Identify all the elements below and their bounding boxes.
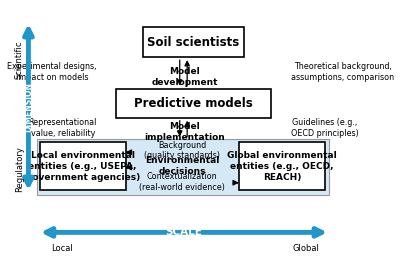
Text: Guidelines (e.g.,
OECD principles): Guidelines (e.g., OECD principles) — [291, 118, 359, 138]
FancyBboxPatch shape — [116, 89, 271, 118]
Text: Model
development: Model development — [152, 67, 218, 87]
Text: Contextualization
(real-world evidence): Contextualization (real-world evidence) — [139, 173, 225, 192]
Text: DIMENSION: DIMENSION — [24, 82, 33, 132]
Text: Model
implementation: Model implementation — [144, 122, 225, 142]
Text: Local environmental
entities (e.g., USEPA,
government agencies): Local environmental entities (e.g., USEP… — [26, 151, 140, 182]
Text: Soil scientists: Soil scientists — [147, 36, 239, 49]
Text: Global: Global — [293, 244, 320, 253]
FancyBboxPatch shape — [40, 142, 126, 190]
Text: Environmental
decisions: Environmental decisions — [145, 156, 220, 176]
Text: SCALE: SCALE — [166, 227, 202, 237]
Text: Predictive models: Predictive models — [134, 97, 253, 110]
Text: Theoretical background,
assumptions, comparison: Theoretical background, assumptions, com… — [291, 62, 394, 82]
Text: Regulatory: Regulatory — [15, 146, 24, 192]
Text: Global environmental
entities (e.g., OECD,
REACH): Global environmental entities (e.g., OEC… — [227, 151, 337, 182]
Text: Local: Local — [51, 244, 72, 253]
FancyBboxPatch shape — [37, 140, 329, 196]
Text: Background
(quality standards): Background (quality standards) — [144, 141, 220, 161]
Text: Scientific: Scientific — [15, 40, 24, 79]
Text: Representational
value, reliability: Representational value, reliability — [29, 118, 97, 138]
FancyBboxPatch shape — [239, 142, 325, 190]
FancyBboxPatch shape — [142, 27, 244, 57]
Text: Experimental designs,
impact on models: Experimental designs, impact on models — [8, 62, 97, 82]
